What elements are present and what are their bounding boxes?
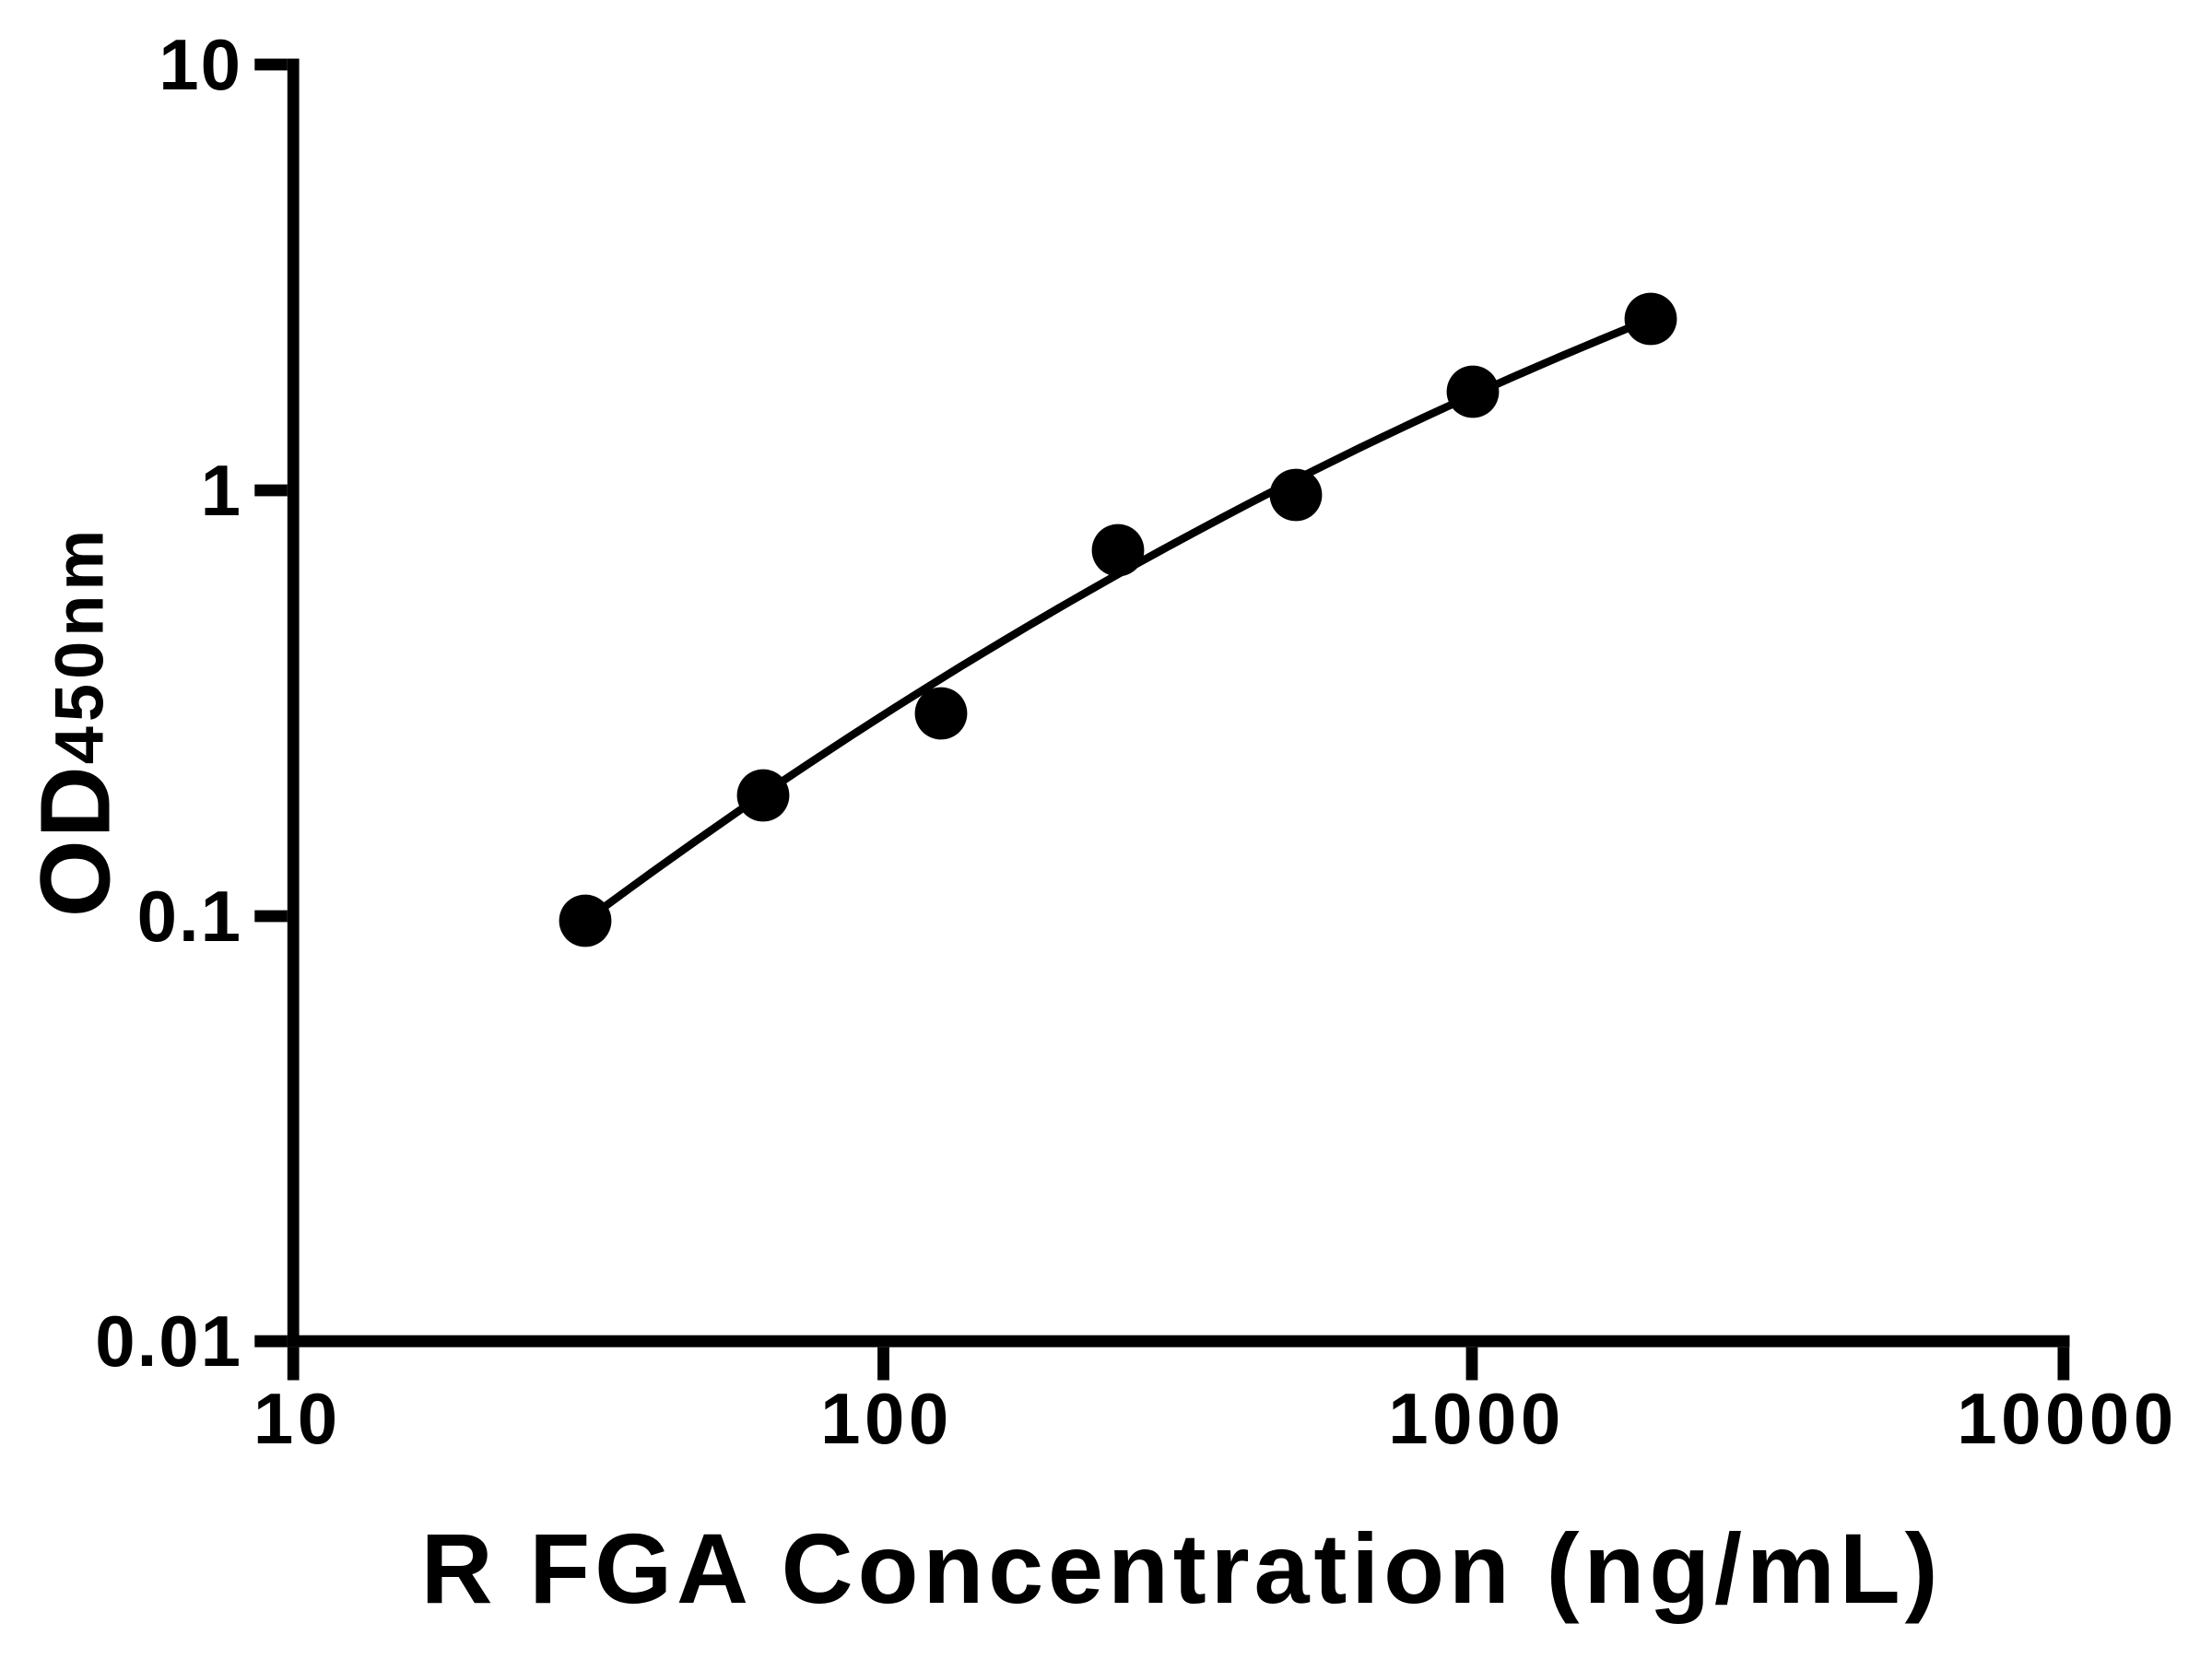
svg-text:0.1: 0.1 bbox=[137, 876, 242, 957]
svg-text:100: 100 bbox=[820, 1378, 953, 1459]
svg-text:R FGA Concentration (ng/mL): R FGA Concentration (ng/mL) bbox=[421, 1512, 1943, 1624]
svg-text:10: 10 bbox=[253, 1378, 342, 1459]
svg-text:10: 10 bbox=[159, 24, 242, 105]
svg-text:0.01: 0.01 bbox=[95, 1300, 242, 1382]
svg-text:10000: 10000 bbox=[1957, 1378, 2177, 1459]
svg-text:1000: 1000 bbox=[1388, 1378, 1565, 1459]
svg-text:1: 1 bbox=[201, 450, 242, 531]
